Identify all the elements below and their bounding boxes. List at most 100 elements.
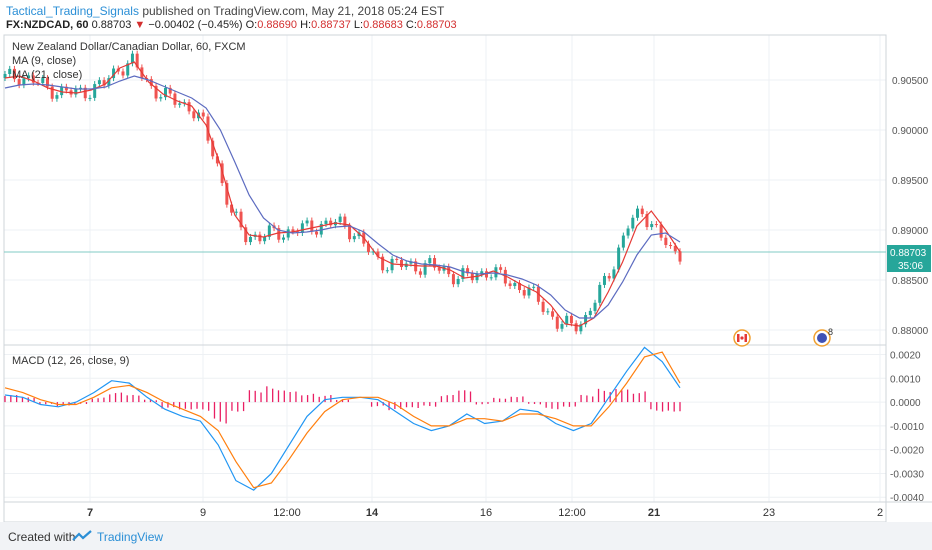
candle-body [461,268,465,279]
candle-body [555,316,559,329]
candle-body [508,283,512,287]
candle-body [456,278,460,285]
price-tick-label: 0.90000 [892,126,929,137]
candle-body [569,315,573,324]
candle-body [480,271,484,275]
candle-body [220,163,224,184]
candle-body [83,87,87,99]
candle-body [230,204,234,213]
canada-event-icon[interactable] [733,329,751,347]
candle-body [343,216,347,226]
candle-body [541,301,545,312]
candle-body [45,78,49,87]
candle-body [55,95,59,99]
candle-body [50,86,54,99]
macd-tick-label: 0.0020 [890,351,921,362]
candle-body [565,315,569,325]
macd-tick-label: -0.0030 [890,469,924,480]
candle-body [163,87,167,98]
candle-body [225,183,229,205]
candle-body [187,102,191,112]
macd-line [4,346,681,491]
candle-body [315,231,319,235]
time-tick-label: 21 [648,507,660,519]
tradingview-logo-icon [72,530,92,541]
down-arrow-icon: ▼ [134,19,146,31]
candle-body [239,211,243,228]
candle-body [395,258,399,260]
candle-body [385,270,389,272]
candle-body [277,228,281,240]
macd-tick-label: 0.0010 [890,374,921,385]
events-group-icon[interactable]: 8 [813,327,833,347]
candle-body [192,111,196,119]
candle-body [664,237,668,246]
candle-body [168,87,172,94]
tradingview-link[interactable]: TradingView [97,530,164,544]
candle-body [588,310,592,316]
price-axis-ticks: 0.90500 0.90000 0.89500 0.89000 0.88500 0.880… [892,76,929,337]
candle-body [673,245,677,252]
time-tick-label: 9 [200,507,206,519]
candle-body [522,290,526,296]
candle-body [8,68,12,74]
candle-body [102,80,106,86]
candle-body [305,220,309,224]
candle-body [211,140,215,157]
candle-body [93,84,97,98]
candle-body [612,269,616,279]
macd-axis-ticks: 0.0020 0.0010 0.0000 -0.0010 -0.0020 -0.0030 -… [890,351,924,505]
candle-body [154,85,158,99]
candle-body [579,324,583,332]
time-tick-label: 16 [480,507,492,519]
macd-tick-label: -0.0040 [890,493,924,504]
candle-body [669,245,673,247]
candle-body [352,236,356,240]
candle-body [650,224,654,228]
candle-body [593,302,597,311]
candle-body [319,223,323,235]
candle-body [12,68,16,80]
candle-body [447,266,451,275]
candle-body [551,311,555,317]
candle-body [371,251,375,253]
candle-body [518,283,522,291]
candle-body [598,284,602,303]
time-tick-label: 12:00 [273,507,301,519]
macd-histogram [4,386,681,424]
candle-body [418,271,422,275]
pane-borders [3,34,932,522]
candle-body [27,75,31,79]
candle-body [263,236,267,242]
candle-body [527,287,531,296]
candle-body [621,235,625,248]
last-price-badge [887,245,931,259]
candle-body [3,74,7,78]
candle-body [499,267,503,270]
close-value: 0.88703 [416,19,457,31]
candle-body [636,208,640,218]
candle-body [338,216,342,222]
candle-body [258,234,262,242]
countdown-badge-text: 35:06 [898,261,923,272]
series-lines [4,61,681,327]
events-count: 8 [828,327,833,337]
signal-line [4,351,681,489]
candle-body [513,283,517,287]
author-link[interactable]: Tactical_Trading_Signals [6,4,139,18]
change-value: −0.00402 (−0.45%) [148,19,243,31]
time-axis-ticks: 7 9 12:00 14 16 12:00 21 23 2 [87,507,883,519]
low-label: L: [353,19,364,31]
candle-body [640,208,644,215]
macd-lines [4,346,681,491]
candle-body [310,220,314,232]
candle-body [135,53,139,68]
chart-svg[interactable]: 0.90500 0.90000 0.89500 0.89000 0.88500 0.880… [0,0,932,522]
candle-body [400,259,404,268]
ma9-legend: MA (9, close) [12,55,76,67]
candlesticks [3,50,682,335]
candle-body [17,79,21,86]
candle-body [475,274,479,281]
candle-body [560,324,564,329]
candle-body [201,112,205,117]
